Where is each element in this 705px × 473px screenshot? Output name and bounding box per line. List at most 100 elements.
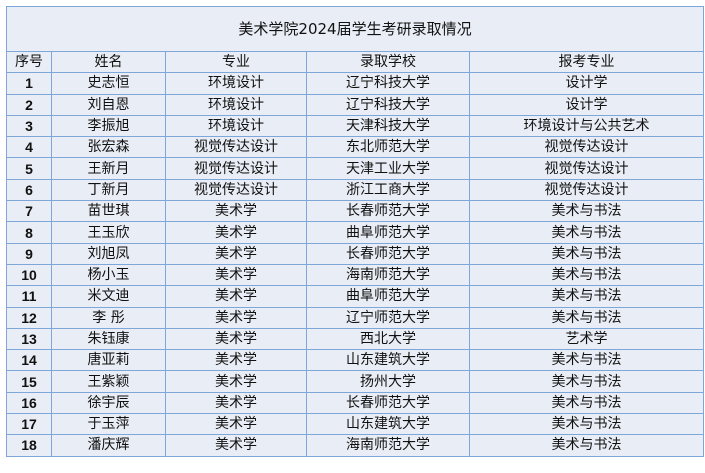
cell-major: 环境设计	[165, 114, 307, 138]
cell-name: 李振旭	[51, 114, 166, 138]
table-row: 10 杨小玉 美术学 海南师范大学 美术与书法	[6, 263, 705, 287]
cell-major: 美术学	[165, 242, 307, 265]
cell-name: 于玉萍	[51, 413, 166, 436]
cell-school: 长春师范大学	[306, 242, 470, 265]
header-applied-major: 报考专业	[468, 50, 705, 74]
cell-index: 3	[6, 114, 52, 138]
cell-name: 史志恒	[51, 72, 166, 95]
cell-name: 王玉欣	[51, 221, 166, 244]
admission-table: 美术学院2024届学生考研录取情况 序号 姓名 专业 录取学校 报考专业 1 史志…	[5, 6, 705, 457]
cell-name: 唐亚莉	[51, 349, 166, 372]
cell-name: 徐宇辰	[51, 391, 166, 415]
cell-applied-major: 美术与书法	[468, 242, 705, 265]
cell-school: 曲阜师范大学	[306, 285, 470, 308]
cell-index: 1	[6, 72, 52, 95]
cell-index: 14	[6, 349, 52, 372]
cell-school: 曲阜师范大学	[306, 221, 470, 244]
cell-index: 15	[6, 370, 52, 393]
cell-applied-major: 设计学	[468, 93, 705, 116]
cell-index: 12	[6, 306, 52, 329]
table-row: 14 唐亚莉 美术学 山东建筑大学 美术与书法	[6, 349, 705, 372]
cell-major: 环境设计	[165, 72, 307, 95]
title-row: 美术学院2024届学生考研录取情况	[5, 6, 705, 52]
cell-major: 美术学	[165, 413, 307, 436]
cell-school: 扬州大学	[306, 370, 470, 393]
cell-school: 天津科技大学	[306, 114, 470, 138]
cell-school: 西北大学	[306, 327, 470, 351]
table-row: 12 李 彤美术学 辽宁师范大学 美术与书法	[6, 306, 705, 329]
cell-applied-major: 艺术学	[468, 327, 705, 351]
cell-major: 视觉传达设计	[165, 136, 307, 159]
cell-applied-major: 美术与书法	[468, 370, 705, 393]
cell-index: 11	[6, 285, 52, 308]
cell-name: 刘旭凤	[51, 242, 166, 265]
cell-index: 6	[6, 178, 52, 202]
cell-name: 丁新月	[51, 178, 166, 202]
cell-major: 美术学	[165, 349, 307, 372]
table-row: 15 王紫颖 美术学 扬州大学 美术与书法	[6, 370, 705, 393]
cell-applied-major: 美术与书法	[468, 391, 705, 415]
cell-name: 王紫颖	[51, 370, 166, 393]
cell-applied-major: 美术与书法	[468, 349, 705, 372]
cell-school: 辽宁师范大学	[306, 306, 470, 329]
cell-applied-major: 视觉传达设计	[468, 157, 705, 180]
cell-school: 浙江工商大学	[306, 178, 470, 202]
cell-index: 7	[6, 200, 52, 223]
cell-school: 东北师范大学	[306, 136, 470, 159]
cell-index: 16	[6, 391, 52, 415]
cell-index: 18	[6, 434, 52, 457]
cell-name: 朱钰康	[51, 327, 166, 351]
cell-applied-major: 设计学	[468, 72, 705, 95]
cell-index: 13	[6, 327, 52, 351]
header-index: 序号	[6, 50, 52, 74]
table-row: 2 刘自恩 环境设计 辽宁科技大学 设计学	[6, 93, 705, 116]
cell-major: 视觉传达设计	[165, 157, 307, 180]
cell-major: 美术学	[165, 327, 307, 351]
cell-applied-major: 美术与书法	[468, 306, 705, 329]
cell-applied-major: 美术与书法	[468, 434, 705, 457]
cell-index: 9	[6, 242, 52, 265]
table-row: 1 史志恒 环境设计 辽宁科技大学 设计学	[6, 72, 705, 95]
table-row: 13 朱钰康 美术学 西北大学 艺术学	[6, 327, 705, 351]
table-row: 6 丁新月 视觉传达设计 浙江工商大学 视觉传达设计	[6, 178, 705, 202]
cell-applied-major: 环境设计与公共艺术	[468, 114, 705, 138]
table-row: 4 张宏森 视觉传达设计 东北师范大学 视觉传达设计	[6, 136, 705, 159]
cell-school: 辽宁科技大学	[306, 72, 470, 95]
cell-major: 环境设计	[165, 93, 307, 116]
table-row: 9 刘旭凤 美术学 长春师范大学 美术与书法	[6, 242, 705, 265]
cell-name: 潘庆辉	[51, 434, 166, 457]
cell-applied-major: 美术与书法	[468, 413, 705, 436]
cell-applied-major: 美术与书法	[468, 263, 705, 287]
cell-name: 杨小玉	[51, 263, 166, 287]
cell-name: 王新月	[51, 157, 166, 180]
table-row: 11 米文迪 美术学 曲阜师范大学 美术与书法	[6, 285, 705, 308]
cell-index: 2	[6, 93, 52, 116]
cell-major: 美术学	[165, 221, 307, 244]
cell-name: 苗世琪	[51, 200, 166, 223]
cell-school: 海南师范大学	[306, 263, 470, 287]
cell-name: 张宏森	[51, 136, 166, 159]
cell-index: 17	[6, 413, 52, 436]
cell-index: 5	[6, 157, 52, 180]
table-row: 5 王新月 视觉传达设计 天津工业大学 视觉传达设计	[6, 157, 705, 180]
table-row: 16 徐宇辰 美术学 长春师范大学 美术与书法	[6, 391, 705, 415]
table-row: 8 王玉欣 美术学 曲阜师范大学 美术与书法	[6, 221, 705, 244]
table-row: 17 于玉萍 美术学 山东建筑大学 美术与书法	[6, 413, 705, 436]
cell-applied-major: 视觉传达设计	[468, 178, 705, 202]
cell-major: 美术学	[165, 391, 307, 415]
cell-school: 长春师范大学	[306, 200, 470, 223]
cell-major: 视觉传达设计	[165, 178, 307, 202]
cell-school: 天津工业大学	[306, 157, 470, 180]
cell-name: 李 彤	[51, 306, 166, 329]
cell-applied-major: 美术与书法	[468, 285, 705, 308]
cell-major: 美术学	[165, 285, 307, 308]
table-row: 3 李振旭 环境设计 天津科技大学 环境设计与公共艺术	[6, 114, 705, 138]
cell-name: 刘自恩	[51, 93, 166, 116]
table-title: 美术学院2024届学生考研录取情况	[5, 6, 705, 52]
cell-name: 米文迪	[51, 285, 166, 308]
cell-applied-major: 美术与书法	[468, 200, 705, 223]
cell-school: 山东建筑大学	[306, 413, 470, 436]
cell-school: 辽宁科技大学	[306, 93, 470, 116]
cell-school: 山东建筑大学	[306, 349, 470, 372]
cell-major: 美术学	[165, 306, 307, 329]
